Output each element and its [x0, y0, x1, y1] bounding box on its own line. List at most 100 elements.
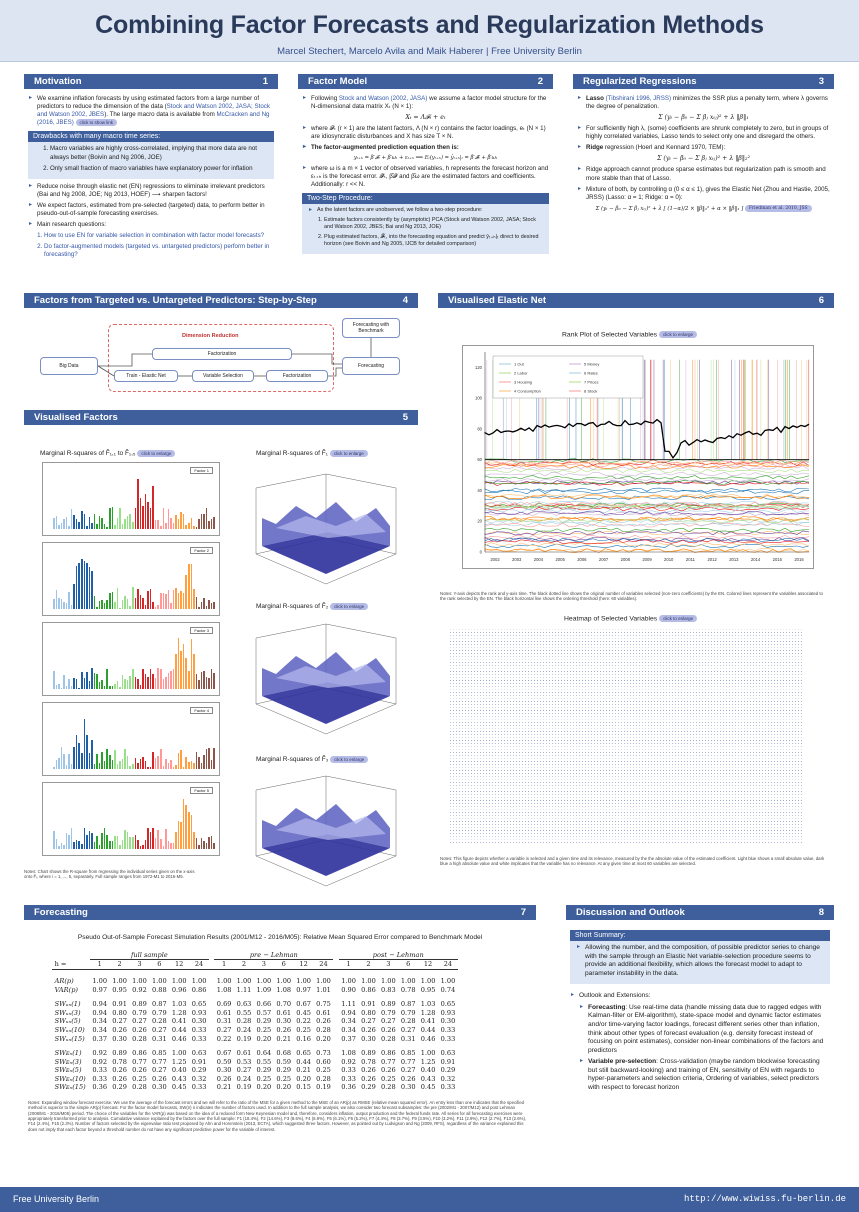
bar	[103, 524, 106, 529]
bar	[60, 522, 63, 529]
table-cell: 0.28	[132, 1034, 147, 1043]
enlarge-button[interactable]: click to enlarge	[137, 450, 176, 457]
table-cell: 0.27	[236, 1066, 252, 1075]
heatmap-row	[450, 779, 802, 780]
enlarge-button[interactable]: click to enlarge	[329, 450, 368, 457]
table-cell: 0.61	[236, 1049, 252, 1058]
bar	[200, 601, 203, 609]
factors-note: Notes: Chart shows the R-square from reg…	[24, 869, 195, 880]
row-label: SWᴇₙ(5)	[54, 1066, 82, 1075]
bar	[142, 668, 144, 689]
table-cell: 0.33	[440, 1034, 456, 1043]
horizon-cell: 1	[338, 959, 359, 970]
outlook-item-1: Forecasting: Use real-time data (handle …	[580, 1004, 830, 1055]
horizon-cell: 12	[418, 959, 438, 970]
table-cell: 0.25	[256, 1074, 272, 1083]
lasso-point: Lasso (Tibshirani 1996, JRSS) minimizes …	[578, 95, 830, 111]
y-tick-label: 40	[477, 488, 482, 493]
bar	[93, 842, 96, 849]
bar	[165, 759, 167, 769]
table-cell: 1.00	[420, 977, 436, 986]
bar	[177, 592, 180, 609]
bar	[124, 519, 126, 529]
footer-url[interactable]: http://www.wiwiss.fu-berlin.de	[683, 1193, 846, 1204]
enlarge-button[interactable]: click to enlarge	[658, 331, 697, 338]
citation-link[interactable]: Stock and Watson 2002, JASA; Stock and W…	[37, 103, 270, 119]
heatmap-row	[450, 731, 802, 732]
series-line	[484, 519, 810, 524]
bar	[159, 669, 162, 689]
table-cell: 0.86	[191, 985, 207, 994]
group-label: post − Lehman	[338, 950, 458, 961]
table-cell: 1.00	[296, 977, 311, 986]
bar	[121, 675, 124, 689]
bar	[213, 517, 215, 529]
table-cell: 0.22	[296, 1017, 311, 1026]
series-line	[484, 539, 810, 545]
table-cell: 0.95	[420, 985, 436, 994]
factor-model-point-4: where ω is a m × 1 vector of observed va…	[303, 165, 549, 189]
motivation-point-2: Reduce noise through elastic net (EN) re…	[29, 183, 274, 199]
bar	[154, 607, 157, 609]
heatmap-row	[450, 794, 802, 795]
bar	[88, 831, 91, 849]
bar	[63, 753, 65, 769]
benchmark-node: Forecasting with Benchmark	[342, 318, 400, 338]
bar	[65, 602, 68, 609]
show-link-button[interactable]: click to show link	[75, 119, 118, 127]
section-title: Visualised Elastic Net	[448, 295, 547, 306]
step-item: Plug estimated factors, 𝓕̂ₜ, into the fo…	[324, 234, 543, 248]
table-cell: 0.79	[380, 1008, 396, 1017]
citation-link[interactable]: McCracken and Ng (2016, JBES)	[37, 111, 270, 127]
two-step-box: Two-Step Procedure: As the latent factor…	[302, 193, 549, 255]
enlarge-button[interactable]: click to enlarge	[330, 603, 369, 610]
bar	[180, 591, 182, 609]
bar	[73, 842, 75, 849]
table-cell: 0.92	[92, 1049, 108, 1058]
term: Lasso	[586, 95, 604, 102]
table-cell: 1.00	[380, 977, 396, 986]
table-cell: 1.09	[256, 985, 272, 994]
bar	[210, 835, 213, 849]
heatmap-row	[450, 761, 802, 762]
table-cell: 0.77	[400, 1057, 416, 1066]
rank-plot: 120 100 80 60 40 20 0 2002 2003 2004 2005 2006 2007 2…	[462, 345, 814, 569]
bar	[177, 519, 180, 529]
citation-link[interactable]: Stock and Watson (2002, JASA)	[338, 95, 428, 102]
text: Following	[311, 95, 339, 102]
bar	[167, 763, 170, 769]
horizon-cell: 24	[313, 959, 334, 970]
enlarge-button[interactable]: click to enlarge	[330, 756, 369, 763]
heatmap-row	[450, 788, 802, 789]
citation-link[interactable]: (Tibshirani 1996, JRSS)	[603, 95, 672, 102]
bar	[198, 606, 200, 609]
table-row: SWᴇₙ(3) 0.92 0.78 0.77 0.77 1.25 0.91 0.59 0.53 0…	[52, 1058, 458, 1067]
heatmap-row	[450, 737, 802, 738]
row-label: AR(p)	[54, 977, 74, 986]
table-cell: 0.41	[420, 1017, 436, 1026]
bar	[103, 827, 106, 849]
table-cell: 0.24	[236, 1074, 252, 1083]
bar	[154, 520, 157, 529]
enlarge-button[interactable]: click to enlarge	[659, 615, 698, 622]
table-cell: 0.94	[92, 1000, 108, 1009]
group-label: pre − Lehman	[214, 950, 334, 961]
bar	[96, 607, 98, 609]
series-line	[484, 534, 810, 540]
surface-plot	[236, 468, 412, 594]
bar	[126, 679, 129, 689]
bar	[137, 762, 139, 769]
table-row: SWᵤₙ(15) 0.37 0.30 0.28 0.31 0.46 0.33 0.22 0.19…	[52, 1035, 458, 1044]
table-cell: 1.25	[171, 1057, 187, 1066]
bar	[121, 839, 124, 849]
bar	[55, 590, 58, 609]
bar	[124, 830, 126, 849]
bar	[78, 841, 81, 849]
table-cell: 0.45	[296, 1008, 311, 1017]
citation-button[interactable]: Friedman et al. 2010, JSS	[744, 204, 812, 212]
bar	[205, 677, 208, 689]
x-tick-label: 2013	[729, 557, 739, 562]
table-cell: 0.85	[151, 1049, 167, 1058]
heatmap-row	[450, 716, 802, 717]
table-cell: 0.19	[236, 1083, 252, 1092]
